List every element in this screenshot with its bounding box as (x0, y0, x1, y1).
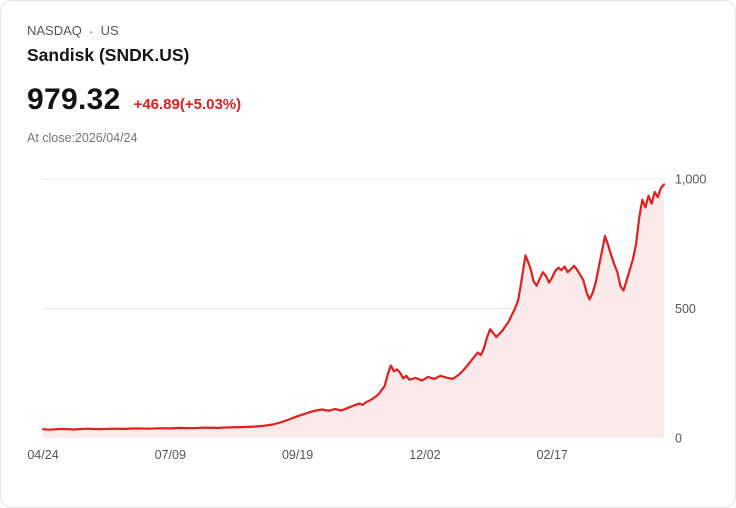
stock-title: Sandisk (SNDK.US) (27, 45, 190, 65)
exchange-label: NASDAQ (27, 23, 82, 38)
y-axis-label: 500 (675, 302, 696, 316)
price-change: +46.89(+5.03%) (133, 96, 242, 113)
x-axis-label: 02/17 (537, 448, 568, 462)
close-timestamp: At close:2026/04/24 (27, 131, 138, 145)
market-label: US (100, 23, 119, 38)
x-axis-label: 07/09 (155, 448, 186, 462)
y-axis-label: 1,000 (675, 173, 706, 187)
price-line (41, 183, 666, 431)
quote-header: NASDAQ · US Sandisk (SNDK.US) 979.32 +46… (1, 1, 735, 146)
exchange-row: NASDAQ · US (27, 23, 709, 39)
price-area (43, 184, 664, 438)
x-axis-label: 12/02 (409, 448, 440, 462)
separator-dot: · (88, 23, 94, 39)
current-price: 979.32 (27, 83, 121, 116)
x-axis-label: 04/24 (27, 448, 58, 462)
y-axis-label: 0 (675, 432, 682, 446)
price-chart: 0 500 1,000 04/24 07/09 09/19 12/02 02/17 (27, 173, 706, 463)
x-axis-label: 09/19 (282, 448, 313, 462)
price-row: 979.32 +46.89(+5.03%) (27, 83, 709, 117)
